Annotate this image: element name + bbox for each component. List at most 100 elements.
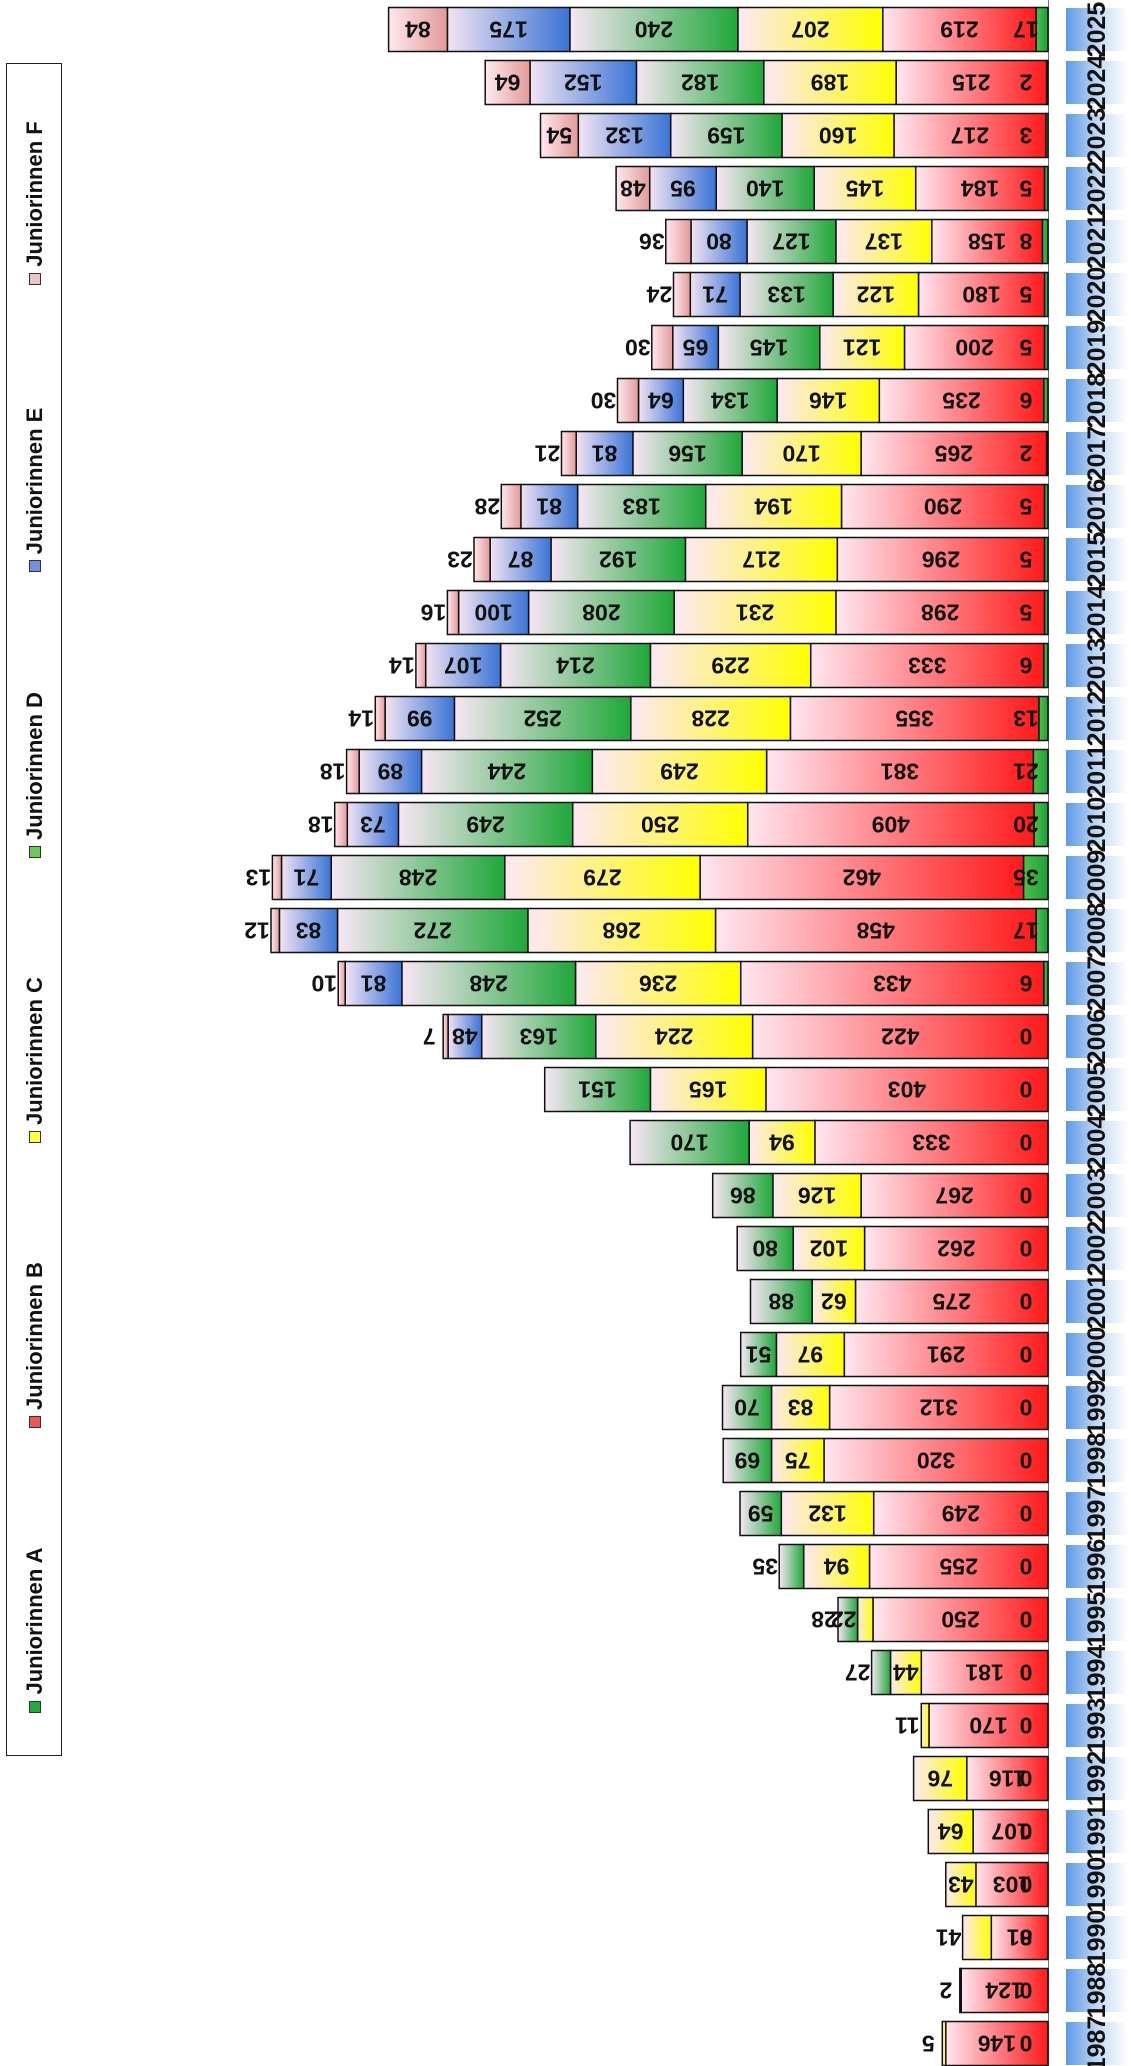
category-label-1997: 1997	[1066, 1486, 1128, 1541]
bar-segment-juniorinnen-f-2022	[615, 165, 651, 212]
data-label-juniorinnen-b-2004: 333	[912, 1130, 950, 1156]
bar-segment-juniorinnen-d-2021	[746, 218, 837, 265]
bar-segment-juniorinnen-c-2018	[776, 377, 881, 424]
bar-segment-juniorinnen-d-1995	[837, 1596, 859, 1643]
category-label-background	[1066, 1492, 1128, 1535]
category-label-1999: 1999	[1066, 1380, 1128, 1435]
category-label-text: 2008	[1083, 903, 1111, 959]
bar-segment-juniorinnen-d-2013	[499, 642, 652, 689]
data-label-juniorinnen-e-2009: 71	[293, 865, 319, 891]
data-label-juniorinnen-c-2024: 189	[811, 70, 849, 96]
data-label-juniorinnen-c-2011: 249	[660, 759, 698, 785]
category-label-background	[1066, 697, 1128, 740]
data-label-juniorinnen-e-2015: 87	[508, 547, 534, 573]
category-label-text: 2019	[1083, 320, 1111, 376]
data-label-juniorinnen-a-2016: 5	[1019, 494, 1032, 520]
bar-segment-juniorinnen-d-2005	[543, 1066, 652, 1113]
category-label-text: 2023	[1083, 108, 1111, 164]
data-label-juniorinnen-a-2007: 6	[1020, 971, 1033, 997]
bar-segment-juniorinnen-f-2010	[333, 801, 349, 848]
data-label-juniorinnen-c-2002: 102	[810, 1236, 848, 1262]
data-label-juniorinnen-b-2013: 333	[908, 653, 946, 679]
data-label-juniorinnen-a-2011: 21	[1013, 759, 1039, 785]
data-label-juniorinnen-d-2019: 145	[750, 335, 789, 361]
category-label-2021: 2021	[1066, 214, 1128, 269]
data-label-juniorinnen-c-2006: 224	[655, 1024, 694, 1050]
bar-segment-juniorinnen-a-2009	[1022, 854, 1049, 901]
category-label-2016: 2016	[1066, 479, 1128, 534]
bar-segment-juniorinnen-c-2000	[775, 1331, 846, 1378]
bar-segment-juniorinnen-f-2009	[271, 854, 283, 901]
data-label-juniorinnen-c-2025: 207	[791, 17, 829, 43]
category-label-1993: 1993	[1066, 1698, 1128, 1753]
bar-segment-juniorinnen-c-2015	[684, 536, 839, 583]
bar-segment-juniorinnen-b-2009	[699, 854, 1025, 901]
bar-segment-juniorinnen-d-1999	[721, 1384, 773, 1431]
data-label-juniorinnen-e-2013: 107	[444, 653, 482, 679]
category-label-2015: 2015	[1066, 532, 1128, 587]
data-label-juniorinnen-c-1996: 94	[824, 1554, 850, 1580]
data-label-juniorinnen-b-2023: 217	[951, 123, 989, 149]
data-label-juniorinnen-d-2020: 133	[767, 282, 805, 308]
bar-segment-juniorinnen-c-1990	[961, 1914, 993, 1961]
category-label-background	[1066, 1174, 1128, 1217]
data-label-juniorinnen-a-2017: 2	[1020, 441, 1033, 467]
category-label-2008: 2008	[1066, 903, 1128, 959]
category-label-text: 2013	[1083, 638, 1111, 694]
data-label-juniorinnen-b-2010: 409	[872, 812, 910, 838]
data-label-juniorinnen-b-1998: 320	[917, 1448, 955, 1474]
bar-segment-juniorinnen-f-2021	[665, 218, 692, 265]
data-label-juniorinnen-d-1995: 28	[811, 1607, 837, 1633]
bar-segment-juniorinnen-b-2015	[836, 536, 1046, 583]
data-label-juniorinnen-e-2016: 81	[536, 494, 562, 520]
bar-segment-juniorinnen-d-2014	[527, 589, 675, 636]
data-label-juniorinnen-b-2025: 219	[940, 17, 978, 43]
data-label-juniorinnen-d-2009: 248	[399, 865, 438, 891]
data-label-juniorinnen-a-2018: 6	[1020, 388, 1033, 414]
data-label-juniorinnen-b-2006: 422	[881, 1024, 919, 1050]
data-label-juniorinnen-e-2019: 65	[683, 335, 709, 361]
category-labels-layer: 2025202420232022202120202019201820172016…	[1066, 2, 1128, 2066]
bar-segment-juniorinnen-f-2020	[672, 271, 692, 318]
data-label-juniorinnen-c-2022: 145	[846, 176, 885, 202]
category-label-1991: 1991	[1066, 1804, 1128, 1859]
bar-segment-juniorinnen-b-2000	[843, 1331, 1049, 1378]
category-label-text: 1996	[1083, 1539, 1111, 1595]
category-label-text: 2005	[1083, 1062, 1111, 1118]
category-label-background	[1066, 1704, 1128, 1747]
bar-segment-juniorinnen-b-1993	[928, 1702, 1049, 1749]
data-label-juniorinnen-e-2006: 48	[452, 1024, 478, 1050]
bar-segment-juniorinnen-f-2014	[446, 589, 460, 636]
category-label-background	[1066, 1969, 1128, 2012]
bar-segment-juniorinnen-b-1996	[868, 1543, 1049, 1590]
legend-item-juniorinnen-b: Juniorinnen B	[7, 1262, 63, 1428]
data-label-juniorinnen-c-1994: 44	[893, 1660, 919, 1686]
data-label-juniorinnen-b-2019: 200	[955, 335, 993, 361]
data-label-juniorinnen-c-2007: 236	[639, 971, 677, 997]
data-label-juniorinnen-e-2018: 64	[648, 388, 674, 414]
data-label-juniorinnen-e-2020: 71	[702, 282, 728, 308]
data-label-juniorinnen-f-2014: 16	[421, 600, 447, 626]
data-label-juniorinnen-a-2009: 35	[1013, 865, 1039, 891]
data-label-juniorinnen-d-2012: 252	[523, 706, 561, 732]
bar-segment-juniorinnen-f-2025	[387, 6, 449, 53]
category-label-text: 2011	[1083, 744, 1111, 798]
category-label-text: 2024	[1083, 55, 1111, 111]
data-label-juniorinnen-b-2003: 267	[935, 1183, 973, 1209]
bar-segment-juniorinnen-e-2013	[424, 642, 502, 689]
category-label-text: 2006	[1083, 1009, 1111, 1065]
bar-segment-juniorinnen-b-2020	[917, 271, 1046, 318]
data-label-juniorinnen-d-2018: 134	[711, 388, 750, 414]
bar-segment-juniorinnen-f-2008	[270, 907, 281, 954]
category-label-2023: 2023	[1066, 108, 1128, 164]
category-label-text: 1992	[1083, 1751, 1111, 1807]
category-label-background	[1066, 1651, 1128, 1694]
data-label-juniorinnen-f-2018: 30	[591, 388, 617, 414]
data-label-juniorinnen-b-2011: 381	[881, 759, 920, 785]
data-label-juniorinnen-f-2023: 54	[546, 123, 572, 149]
bar-segment-juniorinnen-d-2020	[739, 271, 834, 318]
data-label-juniorinnen-b-1993: 170	[969, 1713, 1007, 1739]
category-label-2001: 2001	[1066, 1274, 1128, 1329]
data-label-juniorinnen-a-2014: 5	[1019, 600, 1032, 626]
